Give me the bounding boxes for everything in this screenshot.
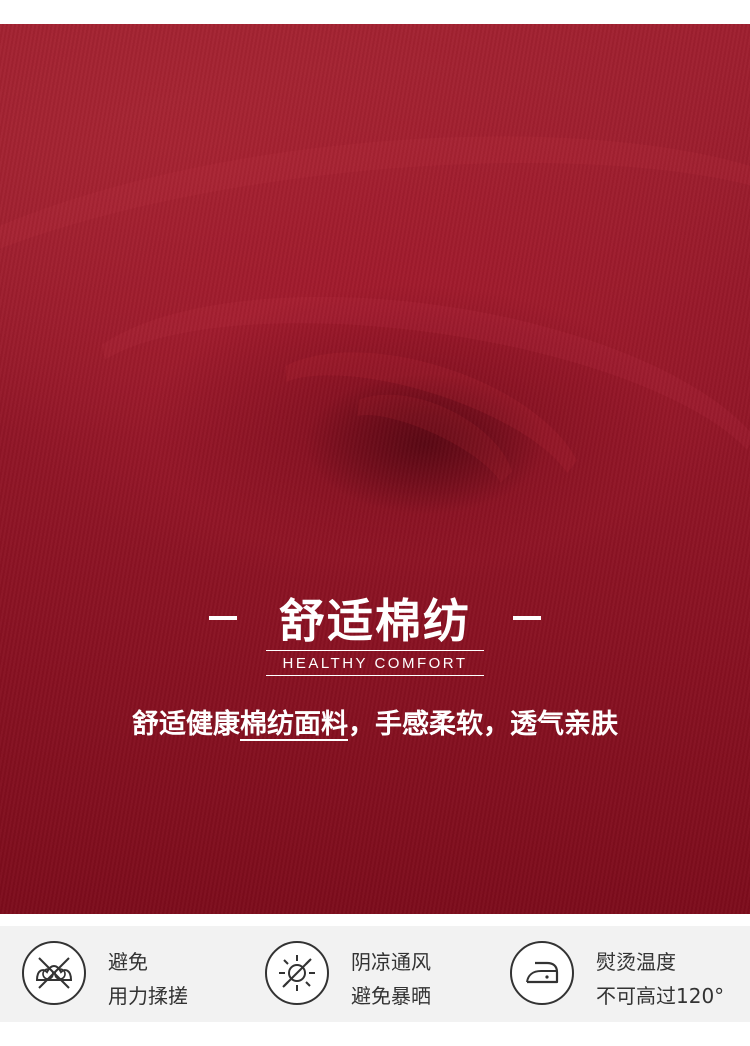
iron-icon (510, 941, 574, 1005)
title-row: 舒适棉纺 (0, 588, 750, 648)
care-label-1-line2: 用力揉搓 (108, 984, 188, 1008)
subtitle-box: HEALTHY COMFORT (266, 650, 484, 676)
care-label-2-line1: 阴凉通风 (351, 950, 431, 974)
fabric-photo (0, 24, 750, 914)
care-instructions: 避免 用力揉搓 阴凉通风 避免暴晒 (0, 926, 750, 1022)
description-underlined: 棉纺面料 (240, 709, 348, 740)
care-label-3-line1: 熨烫温度 (596, 950, 676, 974)
dash-right (513, 616, 541, 620)
sun-shade-icon (265, 941, 329, 1005)
description-part1: 舒适健康 (132, 709, 240, 740)
bottom-margin (0, 1022, 750, 1046)
care-label-3-line2: 不可高过120° (596, 984, 725, 1008)
main-title: 舒适棉纺 (279, 594, 471, 648)
dash-left (209, 616, 237, 620)
care-label-1-line1: 避免 (108, 950, 148, 974)
description-part2: ，手感柔软，透气亲肤 (348, 709, 618, 740)
subtitle: HEALTHY COMFORT (282, 654, 468, 672)
description: 舒适健康棉纺面料，手感柔软，透气亲肤 (0, 702, 750, 741)
no-rubbing-icon (22, 941, 86, 1005)
care-label-2-line2: 避免暴晒 (351, 984, 431, 1008)
